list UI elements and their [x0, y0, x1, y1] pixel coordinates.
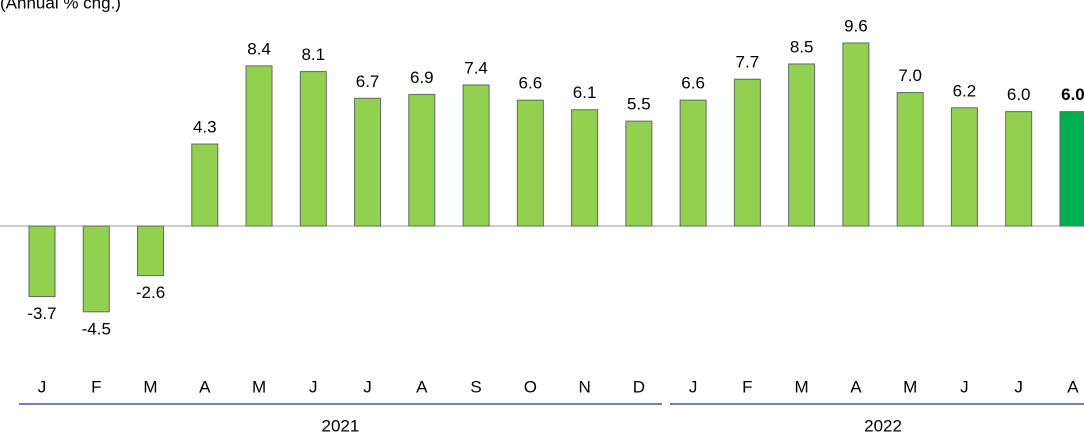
x-tick-label: A	[1067, 377, 1079, 396]
value-label: 6.0	[1061, 85, 1084, 104]
value-label: 6.6	[681, 74, 705, 93]
value-label: 4.3	[193, 118, 217, 137]
value-label: 7.4	[464, 58, 488, 77]
value-label: 7.0	[898, 66, 922, 85]
value-label: -3.7	[27, 304, 56, 323]
value-label: 6.2	[953, 81, 977, 100]
x-tick-label: J	[38, 377, 47, 396]
bar	[625, 120, 653, 227]
bar	[571, 109, 599, 227]
value-label: 6.7	[356, 72, 380, 91]
value-label: 8.1	[301, 45, 325, 64]
x-tick-label: M	[903, 377, 917, 396]
x-tick-label: D	[633, 377, 645, 396]
bar	[896, 92, 924, 227]
x-tick-label: S	[470, 377, 481, 396]
x-tick-label: M	[143, 377, 157, 396]
bar	[191, 143, 219, 227]
x-tick-label: J	[960, 377, 969, 396]
bar	[1059, 111, 1084, 227]
x-tick-label: M	[252, 377, 266, 396]
x-tick-label: J	[309, 377, 318, 396]
x-tick-label: M	[795, 377, 809, 396]
value-label: 9.6	[844, 16, 868, 35]
chart-subtitle: (Annual % chg.)	[0, 0, 121, 12]
value-label: 7.7	[736, 53, 760, 72]
bar	[28, 225, 56, 298]
bar	[733, 78, 761, 227]
bar	[354, 97, 382, 227]
x-tick-label: F	[742, 377, 752, 396]
x-tick-label: A	[850, 377, 862, 396]
bar	[516, 99, 544, 227]
bar	[788, 63, 816, 227]
value-label: 5.5	[627, 95, 651, 114]
bar	[462, 84, 490, 227]
value-label: 8.4	[247, 39, 271, 58]
bar	[82, 225, 110, 313]
value-label: 6.9	[410, 68, 434, 87]
x-tick-label: A	[416, 377, 428, 396]
bar	[299, 71, 327, 227]
value-label: 6.1	[573, 83, 597, 102]
x-tick-label: O	[524, 377, 537, 396]
value-label: 6.0	[1007, 85, 1031, 104]
x-tick-label: J	[1014, 377, 1023, 396]
bar	[1005, 111, 1033, 227]
bar	[245, 65, 273, 227]
x-tick-label: J	[689, 377, 698, 396]
x-tick-label: F	[91, 377, 101, 396]
x-tick-label: N	[578, 377, 590, 396]
bar	[842, 42, 870, 227]
bar	[679, 99, 707, 227]
value-label: -4.5	[82, 319, 111, 338]
bar	[137, 225, 165, 277]
group-label: 2022	[864, 416, 902, 435]
bar	[950, 107, 978, 227]
bar	[408, 93, 436, 227]
value-label: -2.6	[136, 283, 165, 302]
x-tick-label: J	[363, 377, 372, 396]
x-tick-label: A	[199, 377, 211, 396]
value-label: 8.5	[790, 37, 814, 56]
value-label: 6.6	[519, 74, 543, 93]
group-label: 2021	[322, 416, 360, 435]
